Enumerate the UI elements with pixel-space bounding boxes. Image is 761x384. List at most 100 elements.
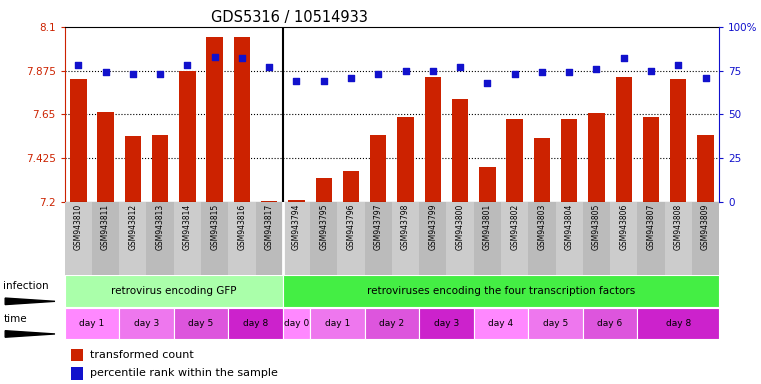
Text: day 4: day 4 xyxy=(489,319,514,328)
Point xyxy=(209,53,221,60)
Text: GSM943795: GSM943795 xyxy=(320,204,328,250)
Text: day 3: day 3 xyxy=(434,319,459,328)
Text: GSM943811: GSM943811 xyxy=(101,204,110,250)
Bar xyxy=(616,77,632,202)
Point xyxy=(317,78,330,84)
Bar xyxy=(125,136,141,202)
Text: day 1: day 1 xyxy=(79,319,104,328)
Bar xyxy=(146,202,174,275)
Text: GSM943803: GSM943803 xyxy=(537,204,546,250)
Bar xyxy=(556,202,583,275)
Point xyxy=(618,55,630,61)
Text: retrovirus encoding GFP: retrovirus encoding GFP xyxy=(111,286,237,296)
Text: transformed count: transformed count xyxy=(90,350,193,360)
Bar xyxy=(583,202,610,275)
Point xyxy=(454,64,466,70)
Text: GSM943798: GSM943798 xyxy=(401,204,410,250)
Text: GSM943805: GSM943805 xyxy=(592,204,601,250)
Text: infection: infection xyxy=(3,281,49,291)
Bar xyxy=(501,202,528,275)
Text: GDS5316 / 10514933: GDS5316 / 10514933 xyxy=(211,10,368,25)
Point xyxy=(154,71,166,77)
Text: GSM943809: GSM943809 xyxy=(701,204,710,250)
Bar xyxy=(206,36,223,202)
Point xyxy=(263,64,275,70)
Bar xyxy=(533,137,550,202)
Bar xyxy=(670,79,686,202)
Point xyxy=(591,66,603,72)
Bar xyxy=(228,308,283,339)
Point xyxy=(236,55,248,61)
Bar xyxy=(310,202,337,275)
Text: GSM943808: GSM943808 xyxy=(673,204,683,250)
Text: retroviruses encoding the four transcription factors: retroviruses encoding the four transcrip… xyxy=(367,286,635,296)
Text: GSM943796: GSM943796 xyxy=(346,204,355,250)
Point xyxy=(372,71,384,77)
Text: GSM943804: GSM943804 xyxy=(565,204,574,250)
Bar xyxy=(180,71,196,202)
Bar xyxy=(65,308,119,339)
Text: GSM943802: GSM943802 xyxy=(510,204,519,250)
Bar xyxy=(419,202,447,275)
Text: day 6: day 6 xyxy=(597,319,622,328)
Text: GSM943807: GSM943807 xyxy=(647,204,655,250)
Bar xyxy=(528,308,583,339)
Text: time: time xyxy=(3,314,27,324)
Bar xyxy=(643,117,659,202)
Polygon shape xyxy=(5,331,55,337)
Point xyxy=(400,68,412,74)
Bar xyxy=(256,202,283,275)
Point xyxy=(699,74,712,81)
Text: GSM943812: GSM943812 xyxy=(129,204,137,250)
Text: day 5: day 5 xyxy=(189,319,214,328)
Bar xyxy=(152,135,168,202)
Point xyxy=(508,71,521,77)
Text: day 8: day 8 xyxy=(666,319,691,328)
Bar xyxy=(283,202,310,275)
Bar xyxy=(201,202,228,275)
Bar xyxy=(638,202,664,275)
Point xyxy=(127,71,139,77)
Bar xyxy=(528,202,556,275)
Bar xyxy=(452,99,468,202)
Bar xyxy=(261,200,277,202)
Point xyxy=(72,62,84,68)
Text: GSM943806: GSM943806 xyxy=(619,204,628,250)
Bar xyxy=(343,170,359,202)
Bar xyxy=(72,349,83,361)
Text: GSM943810: GSM943810 xyxy=(74,204,83,250)
Point xyxy=(481,80,493,86)
Bar xyxy=(365,308,419,339)
Bar xyxy=(638,308,719,339)
Point xyxy=(427,68,439,74)
Point xyxy=(536,69,548,75)
Text: GSM943817: GSM943817 xyxy=(265,204,274,250)
Text: GSM943815: GSM943815 xyxy=(210,204,219,250)
Bar xyxy=(447,202,473,275)
Bar xyxy=(392,202,419,275)
Text: day 2: day 2 xyxy=(379,319,405,328)
Bar xyxy=(697,135,714,202)
Text: GSM943814: GSM943814 xyxy=(183,204,192,250)
Bar xyxy=(288,200,304,202)
Bar xyxy=(119,202,146,275)
Bar xyxy=(310,308,365,339)
Text: GSM943794: GSM943794 xyxy=(292,204,301,250)
Bar xyxy=(70,79,87,202)
Bar xyxy=(692,202,719,275)
Point xyxy=(563,69,575,75)
Bar xyxy=(610,202,638,275)
Bar xyxy=(419,308,473,339)
Text: GSM943797: GSM943797 xyxy=(374,204,383,250)
Bar xyxy=(174,202,201,275)
Bar xyxy=(479,167,495,202)
Point xyxy=(345,74,357,81)
Text: GSM943813: GSM943813 xyxy=(156,204,164,250)
Bar xyxy=(316,178,332,202)
Point xyxy=(645,68,657,74)
Point xyxy=(181,62,193,68)
Text: GSM943799: GSM943799 xyxy=(428,204,438,250)
Bar xyxy=(473,308,528,339)
Bar xyxy=(588,113,605,202)
Text: day 8: day 8 xyxy=(243,319,268,328)
